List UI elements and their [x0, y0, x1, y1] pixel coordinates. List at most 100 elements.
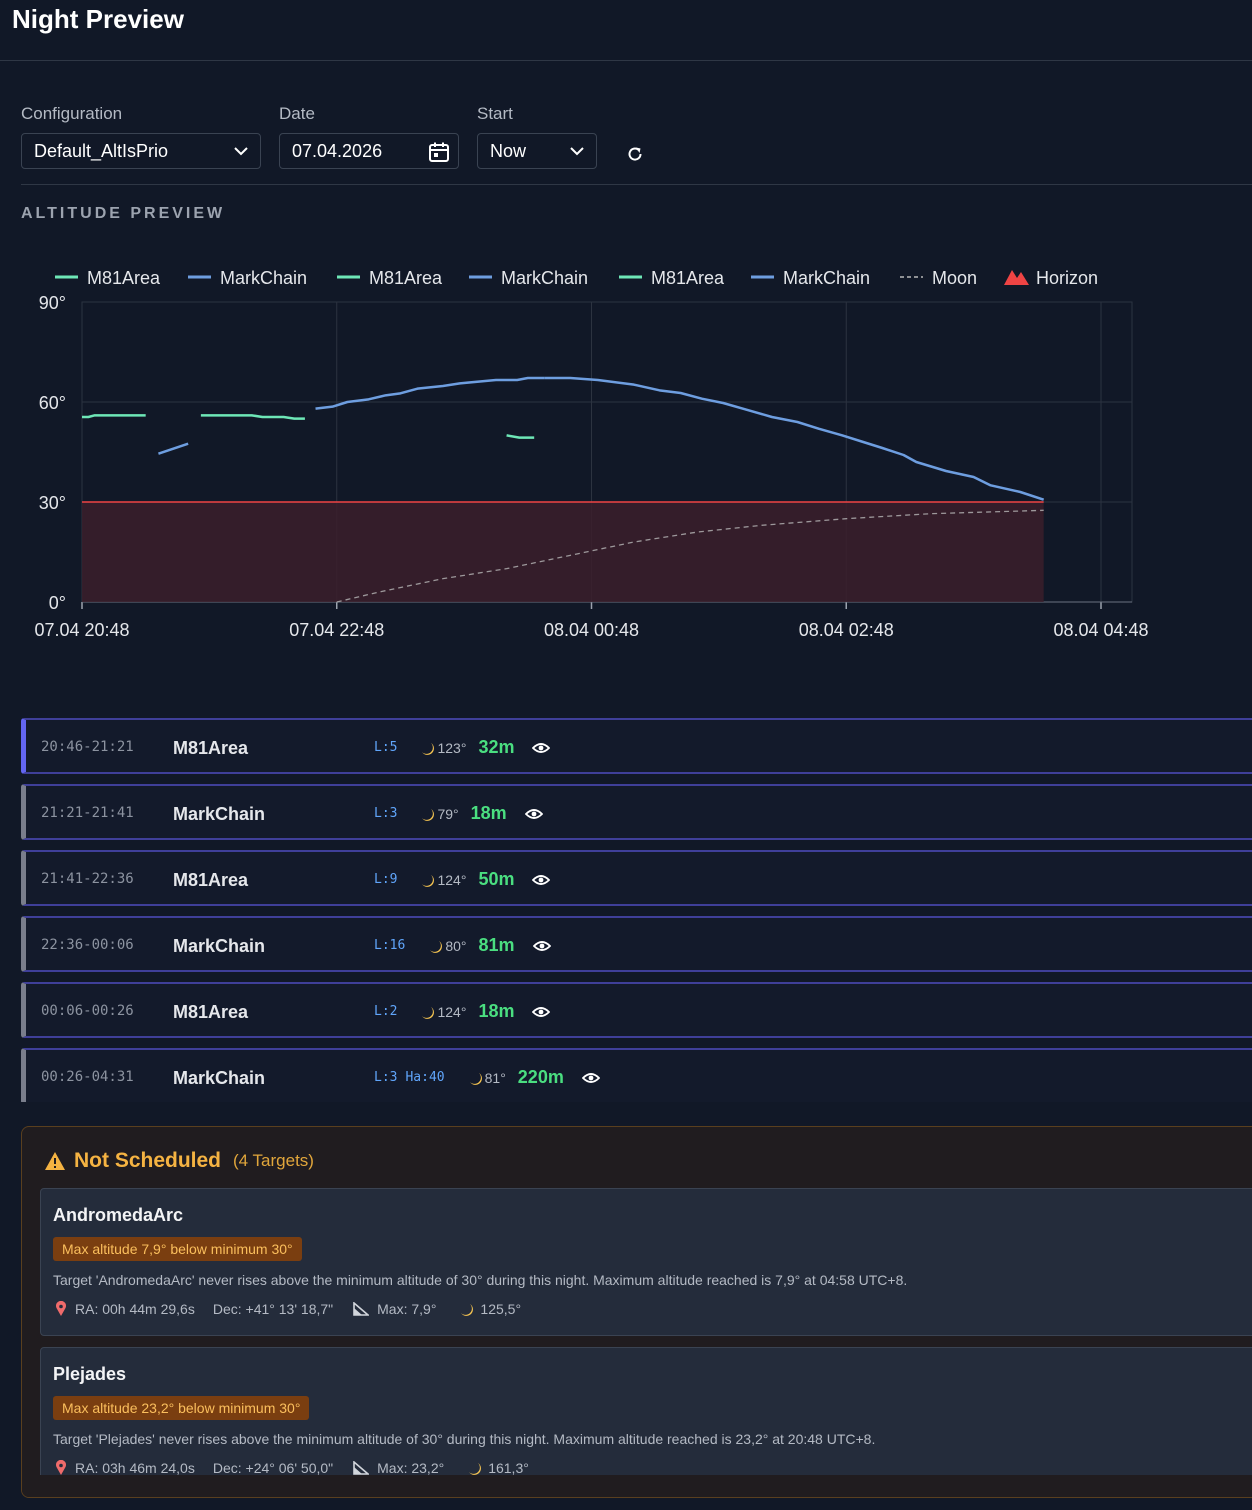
- schedule-target-name: M81Area: [173, 870, 249, 890]
- ha-badge: Ha:40: [405, 1070, 445, 1085]
- eye-icon[interactable]: [532, 939, 551, 953]
- moon-icon: [422, 742, 435, 755]
- schedule-list: 20:46-21:21 M81Area L:5 123° 32m 21:21-21:41 M…: [21, 718, 1252, 1102]
- schedule-target-name: M81Area: [173, 738, 249, 758]
- refresh-icon[interactable]: [625, 144, 645, 164]
- moon-icon: [430, 940, 443, 953]
- schedule-meta: L:3 79° 18m: [374, 803, 543, 824]
- schedule-time: 21:21-21:41: [41, 805, 134, 821]
- date-input[interactable]: 07.04.2026: [279, 133, 459, 169]
- legend-label: Horizon: [1036, 268, 1098, 288]
- legend-label: Moon: [932, 268, 977, 288]
- configuration-select[interactable]: Default_AltIsPrio: [21, 133, 261, 169]
- schedule-row[interactable]: 00:26-04:31 MarkChain L:3 Ha:40 81° 220m: [21, 1048, 1252, 1102]
- not-scheduled-header: Not Scheduled (4 Targets): [44, 1149, 314, 1173]
- schedule-meta: L:5 123° 32m: [374, 737, 551, 758]
- schedule-target-name: MarkChain: [173, 936, 266, 956]
- schedule-time: 21:41-22:36: [41, 871, 134, 887]
- max-value: Max: 23,2°: [377, 1460, 445, 1476]
- date-control: Date 07.04.2026: [279, 104, 459, 169]
- warning-icon: [45, 1152, 65, 1170]
- moon-distance-value: 124°: [437, 1003, 467, 1020]
- reason-description: Target 'AndromedaArc' never rises above …: [53, 1272, 908, 1288]
- schedule-target-name: M81Area: [173, 1002, 249, 1022]
- panel-bottom-edge: [22, 1475, 1252, 1497]
- moon-value: 125,5°: [480, 1301, 522, 1317]
- ra-info: RA: 03h 46m 24,0s: [55, 1460, 195, 1476]
- moon-distance: 79°: [419, 805, 459, 822]
- eye-icon[interactable]: [532, 873, 551, 887]
- altitude-triangle-icon: [353, 1461, 370, 1475]
- calendar-icon[interactable]: [428, 141, 450, 163]
- preview-button[interactable]: [532, 939, 551, 953]
- altitude-preview-title: ALTITUDE PREVIEW: [21, 205, 226, 222]
- moon-distance-value: 80°: [445, 937, 467, 954]
- chevron-down-icon: [234, 147, 248, 156]
- schedule-time: 22:36-00:06: [41, 937, 134, 953]
- level-badge: L:9: [374, 872, 398, 887]
- not-scheduled-title: Not Scheduled: [74, 1149, 222, 1172]
- moon-icon: [469, 1463, 482, 1475]
- preview-button[interactable]: [581, 1071, 600, 1085]
- horizon-area: [82, 502, 1044, 602]
- moon-value: 161,3°: [488, 1460, 529, 1476]
- legend-label: M81Area: [87, 268, 161, 288]
- target-name: AndromedaArc: [53, 1205, 184, 1225]
- preview-button[interactable]: [532, 1005, 551, 1019]
- max-info: Max: 7,9°: [353, 1301, 436, 1317]
- eye-icon[interactable]: [524, 807, 543, 821]
- legend-label: MarkChain: [220, 268, 307, 288]
- start-select[interactable]: Now: [477, 133, 597, 169]
- series-line-markchain: [544, 376, 1045, 501]
- moon-distance-value: 81°: [484, 1069, 506, 1086]
- schedule-meta: L:16 80° 81m: [374, 935, 551, 956]
- y-tick-label: 30°: [39, 493, 66, 513]
- not-scheduled-card: Plejades Max altitude 23,2° below minimum…: [40, 1347, 1252, 1495]
- preview-button[interactable]: [532, 741, 551, 755]
- altitude-chart: 0° 30° 60° 90° 07.04 20:48 07.04 22:48 08.04 0…: [34, 268, 1148, 640]
- schedule-meta: L:9 124° 50m: [374, 869, 551, 890]
- schedule-row[interactable]: 00:06-00:26 M81Area L:2 124° 18m: [21, 982, 1252, 1038]
- not-scheduled-panel: Not Scheduled (4 Targets) AndromedaArc Ma…: [21, 1126, 1252, 1498]
- reason-badge: Max altitude 23,2° below minimum 30°: [53, 1396, 310, 1420]
- reason-description: Target 'Plejades' never rises above the …: [53, 1431, 876, 1447]
- legend-label: M81Area: [651, 268, 725, 288]
- moon-distance: 124°: [419, 1004, 466, 1020]
- level-badge: L:2: [374, 1004, 398, 1019]
- reason-badge: Max altitude 7,9° below minimum 30°: [53, 1237, 302, 1261]
- target-name: Plejades: [53, 1364, 127, 1384]
- y-tick-label: 90°: [39, 293, 66, 313]
- page-title: Night Preview: [12, 4, 184, 34]
- moon-icon: [461, 1304, 474, 1316]
- eye-icon[interactable]: [581, 1071, 600, 1085]
- level-badge: L:16: [374, 938, 406, 953]
- series-line-m81area: [200, 414, 305, 420]
- not-scheduled-count: (4 Targets): [233, 1151, 314, 1170]
- moon-distance-value: 124°: [437, 871, 467, 888]
- preview-button[interactable]: [524, 807, 543, 821]
- schedule-row[interactable]: 21:21-21:41 MarkChain L:3 79° 18m: [21, 784, 1252, 840]
- schedule-row[interactable]: 22:36-00:06 MarkChain L:16 80° 81m: [21, 916, 1252, 972]
- eye-icon[interactable]: [532, 741, 551, 755]
- legend-label: M81Area: [369, 268, 443, 288]
- schedule-time: 00:26-04:31: [41, 1069, 134, 1085]
- dec-value: Dec: +41° 13' 18,7": [212, 1301, 334, 1317]
- legend-swatch-mountain-icon: [1004, 270, 1029, 285]
- moon-distance-value: 79°: [437, 805, 459, 822]
- altitude-triangle-icon: [353, 1302, 370, 1316]
- x-tick-label: 08.04 00:48: [544, 620, 639, 640]
- dec-value: Dec: +24° 06' 50,0": [212, 1460, 334, 1476]
- x-tick-label: 07.04 20:48: [34, 620, 129, 640]
- y-tick-label: 0°: [49, 593, 66, 613]
- ra-value: RA: 00h 44m 29,6s: [75, 1301, 195, 1317]
- max-value: Max: 7,9°: [377, 1301, 437, 1317]
- start-control: Start Now: [477, 104, 597, 169]
- schedule-meta: L:3 Ha:40 81° 220m: [374, 1067, 600, 1088]
- y-tick-label: 60°: [39, 393, 66, 413]
- preview-button[interactable]: [532, 873, 551, 887]
- location-pin-icon: [56, 1301, 66, 1316]
- schedule-row[interactable]: 20:46-21:21 M81Area L:5 123° 32m: [21, 718, 1252, 774]
- configuration-control: Configuration Default_AltIsPrio: [21, 104, 261, 169]
- schedule-row[interactable]: 21:41-22:36 M81Area L:9 124° 50m: [21, 850, 1252, 906]
- eye-icon[interactable]: [532, 1005, 551, 1019]
